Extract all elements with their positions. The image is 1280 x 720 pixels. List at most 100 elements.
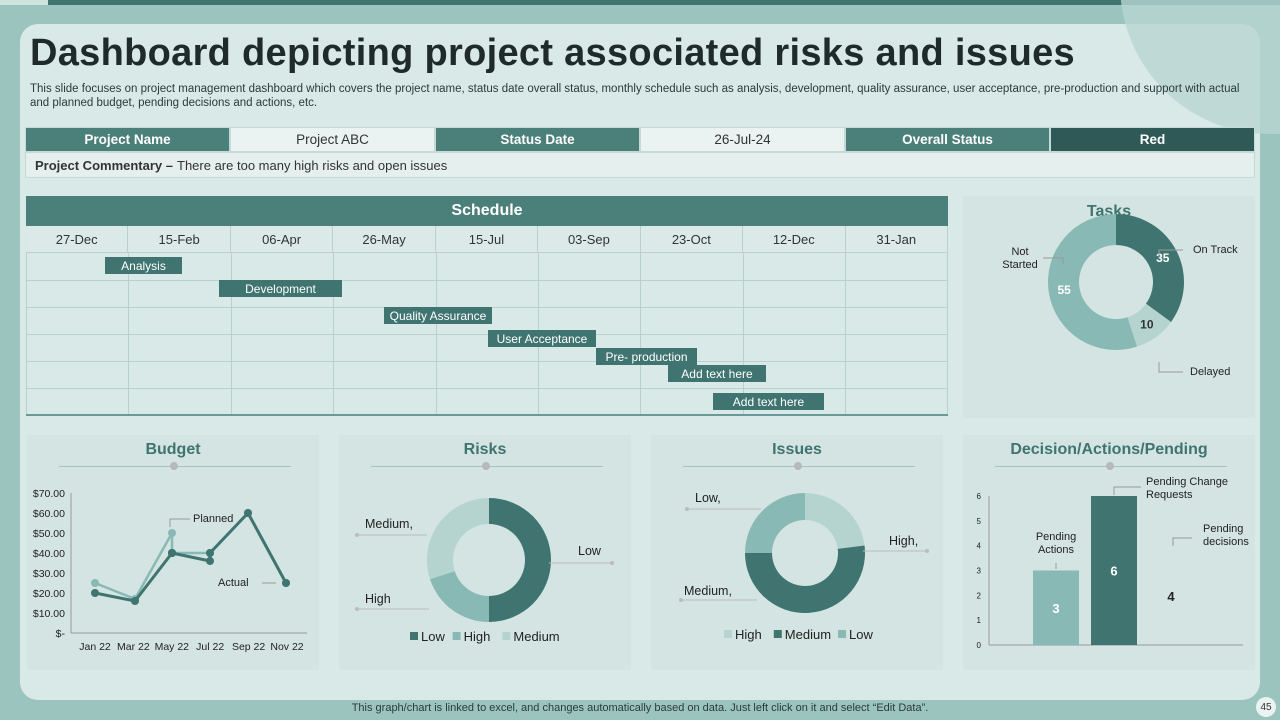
donut-value-label: 35 <box>1156 251 1170 265</box>
y-tick-label: 1 <box>977 616 982 625</box>
donut-value-label: 10 <box>1140 317 1154 331</box>
budget-label-planned: Planned <box>193 513 234 525</box>
data-point[interactable] <box>131 597 139 605</box>
data-point[interactable] <box>91 589 99 597</box>
donut-slice-delayed[interactable] <box>1127 303 1172 347</box>
schedule-dates: 27-Dec 15-Feb 06-Apr 26-May 15-Jul 03-Se… <box>26 226 948 253</box>
budget-line-chart[interactable]: $- $10.00 $20.00 $30.00 $40.00 $50.00 $60.00 $7… <box>27 435 319 670</box>
project-info-row: Project Name Project ABC Status Date 26-… <box>25 127 1255 152</box>
donut-slice-medium[interactable] <box>745 545 865 613</box>
bar-pending-change-requests[interactable] <box>1091 496 1137 645</box>
x-tick-label: Mar 22 <box>117 641 150 653</box>
series-line-actual[interactable] <box>94 510 288 603</box>
schedule-title: Schedule <box>26 196 948 226</box>
y-tick-label: 5 <box>977 517 982 526</box>
bar-pending-actions[interactable] <box>1033 570 1079 646</box>
schedule-date: 23-Oct <box>640 226 744 253</box>
task-bar-user-acceptance[interactable]: User Acceptance <box>488 330 596 347</box>
y-tick-label: $60.00 <box>33 508 65 520</box>
top-accent-bar <box>0 0 1280 5</box>
legend-label: Low <box>421 629 445 644</box>
legend-swatch <box>838 630 846 638</box>
legend-swatch <box>452 632 461 640</box>
donut-slice-high[interactable] <box>805 493 865 549</box>
data-point[interactable] <box>168 549 176 557</box>
decisions-label-pending-actions: Pending Actions <box>1035 531 1077 556</box>
y-tick-label: 4 <box>977 542 982 551</box>
legend-label: High <box>735 627 762 642</box>
legend-swatch <box>724 630 732 638</box>
overall-status-value[interactable]: Red <box>1050 127 1255 152</box>
task-bar-development[interactable]: Development <box>219 280 342 297</box>
risks-slice-label-low: Low <box>578 544 601 558</box>
status-date-label: Status Date <box>435 127 640 152</box>
decisions-title: Decision/Actions/Pending <box>1010 441 1208 458</box>
donut-slice-not-started[interactable] <box>1048 214 1138 350</box>
data-point[interactable] <box>282 579 290 587</box>
issues-donut[interactable]: High Medium Low <box>651 435 943 670</box>
decisions-label-pending-decisions: Pending decisions <box>1203 523 1249 548</box>
task-bar-pre-production[interactable]: Pre- production <box>596 348 697 365</box>
risks-title: Risks <box>463 441 507 458</box>
y-tick-label: 3 <box>977 567 982 576</box>
y-tick-label: 6 <box>977 492 982 501</box>
commentary-text: There are too many high risks and open i… <box>177 157 448 173</box>
decisions-bar-chart[interactable]: 0 1 2 3 4 5 6 3 6 4 <box>963 435 1255 670</box>
footer-note: This graph/chart is linked to excel, and… <box>351 702 929 714</box>
legend-label: Low <box>849 627 873 642</box>
schedule-date: 12-Dec <box>743 226 846 253</box>
task-bar-add-text-2[interactable]: Add text here <box>713 393 824 410</box>
schedule-date: 15-Feb <box>128 226 231 253</box>
task-bar-add-text-1[interactable]: Add text here <box>668 365 766 382</box>
donut-slice-on-track[interactable] <box>1116 214 1184 322</box>
decorative-shape <box>1120 0 1280 134</box>
task-bar-quality-assurance[interactable]: Quality Assurance <box>384 307 492 324</box>
legend-swatch <box>502 632 511 640</box>
tasks-donut[interactable]: 35 10 55 <box>963 196 1255 418</box>
donut-value-label: 55 <box>1057 283 1071 297</box>
schedule-grid: Analysis Development Quality Assurance U… <box>26 253 948 416</box>
donut-slice-medium[interactable] <box>427 498 489 580</box>
risks-slice-label-medium: Medium, <box>365 517 413 531</box>
schedule-date: 26-May <box>333 226 436 253</box>
risks-slice-label-high: High <box>365 592 391 606</box>
donut-slice-low[interactable] <box>489 498 551 622</box>
data-point[interactable] <box>244 509 252 517</box>
x-tick-label: Nov 22 <box>270 641 303 653</box>
project-name-value[interactable]: Project ABC <box>230 127 435 152</box>
risks-panel: Risks Low High Medium Medium, Low High <box>339 435 631 670</box>
risks-donut[interactable]: Low High Medium <box>339 435 631 670</box>
decisions-label-pending-change: Pending Change Requests <box>1146 476 1228 501</box>
tasks-label-not-started: Not Started <box>1002 246 1038 271</box>
donut-slice-high[interactable] <box>430 571 489 622</box>
schedule-date: 31-Jan <box>845 226 948 253</box>
bar-value-label: 4 <box>1167 589 1175 604</box>
project-commentary: Project Commentary – There are too many … <box>25 152 1255 178</box>
data-point[interactable] <box>206 549 214 557</box>
schedule-date: 06-Apr <box>230 226 334 253</box>
x-tick-label: Jul 22 <box>196 641 224 653</box>
x-tick-label: Jan 22 <box>79 641 111 653</box>
issues-panel: Issues High Medium Low Low, High, Medium, <box>651 435 943 670</box>
title-divider-dot <box>482 462 490 470</box>
legend-label: High <box>464 629 491 644</box>
overall-status-label: Overall Status <box>845 127 1050 152</box>
top-accent-light <box>0 0 48 5</box>
title-divider-dot <box>794 462 802 470</box>
y-tick-label: $70.00 <box>33 488 65 500</box>
data-point[interactable] <box>206 557 214 565</box>
x-tick-label: Sep 22 <box>232 641 265 653</box>
task-bar-analysis[interactable]: Analysis <box>105 257 182 274</box>
y-tick-label: $20.00 <box>33 588 65 600</box>
donut-slice-low[interactable] <box>745 493 805 553</box>
y-tick-label: 2 <box>977 591 982 600</box>
data-point[interactable] <box>91 579 99 587</box>
budget-title: Budget <box>145 441 201 458</box>
tasks-panel: Tasks 35 10 55 Not Started On Track Delaye… <box>963 196 1255 418</box>
legend-label: Medium <box>785 627 831 642</box>
bar-value-label: 6 <box>1110 564 1117 579</box>
data-point[interactable] <box>168 529 176 537</box>
issues-slice-label-medium: Medium, <box>684 584 732 598</box>
y-tick-label: $50.00 <box>33 528 65 540</box>
status-date-value[interactable]: 26-Jul-24 <box>640 127 845 152</box>
